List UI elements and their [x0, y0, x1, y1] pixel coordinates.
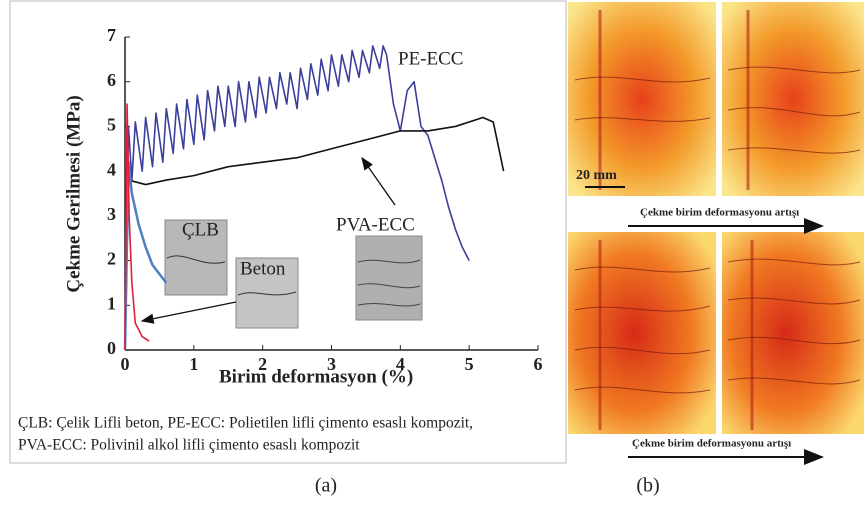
- x-tick-label: 0: [121, 354, 130, 374]
- y-tick-label: 0: [107, 338, 116, 358]
- panel-label: (a): [315, 475, 337, 497]
- heat-image: [722, 2, 864, 196]
- y-tick-label: 3: [107, 204, 116, 224]
- panel-label: (b): [636, 475, 659, 497]
- crack: [574, 66, 861, 394]
- x-tick-label: 5: [465, 354, 474, 374]
- annotation-arrow: [140, 301, 237, 324]
- y-tick-label: 7: [107, 25, 116, 45]
- crack: [166, 255, 226, 264]
- annotation-arrow: [361, 156, 396, 206]
- x-tick-label: 1: [189, 354, 198, 374]
- x-tick-label: 3: [327, 354, 336, 374]
- x-tick-label: 4: [396, 354, 405, 374]
- arrow-label: Çekme birim deformasyonu artışı: [632, 438, 791, 450]
- x-tick-label: 2: [258, 354, 267, 374]
- series-line: [124, 116, 505, 351]
- crack: [598, 10, 754, 430]
- y-tick-label: 4: [107, 159, 116, 179]
- heat-image: [722, 232, 864, 434]
- y-tick-label: 6: [107, 70, 116, 90]
- crack: [357, 259, 421, 307]
- y-tick-label: 2: [107, 249, 116, 269]
- caption-line: ÇLB: Çelik Lifli beton, PE-ECC: Polietil…: [18, 415, 473, 432]
- inset-image: [164, 219, 228, 296]
- series-label: PVA-ECC: [336, 214, 415, 235]
- y-axis-label: Çekme Gerilmesi (MPa): [63, 95, 84, 292]
- series-line: [124, 45, 470, 351]
- caption-line: PVA-ECC: Polivinil alkol lifli çimento e…: [18, 437, 360, 454]
- series-label: PE-ECC: [398, 48, 463, 69]
- panel-b: 20 mm Çekme birim deformasyonu artışı Çe…: [568, 2, 864, 465]
- series-label: ÇLB: [182, 219, 219, 240]
- arrow-label: Çekme birim deformasyonu artışı: [640, 207, 799, 219]
- series-line: [124, 103, 150, 351]
- heat-image: [568, 232, 716, 434]
- panel-a-frame: [9, 0, 567, 464]
- x-axis-label: Birim deformasyon (%): [219, 366, 413, 387]
- y-tick-label: 1: [107, 293, 116, 313]
- heat-image: [568, 2, 716, 196]
- x-tick-label: 6: [534, 354, 543, 374]
- y-tick-label: 5: [107, 115, 116, 135]
- inset-image: [355, 235, 423, 321]
- crack: [237, 291, 297, 296]
- scale-label: 20 mm: [576, 168, 617, 183]
- series-label: Beton: [240, 258, 286, 279]
